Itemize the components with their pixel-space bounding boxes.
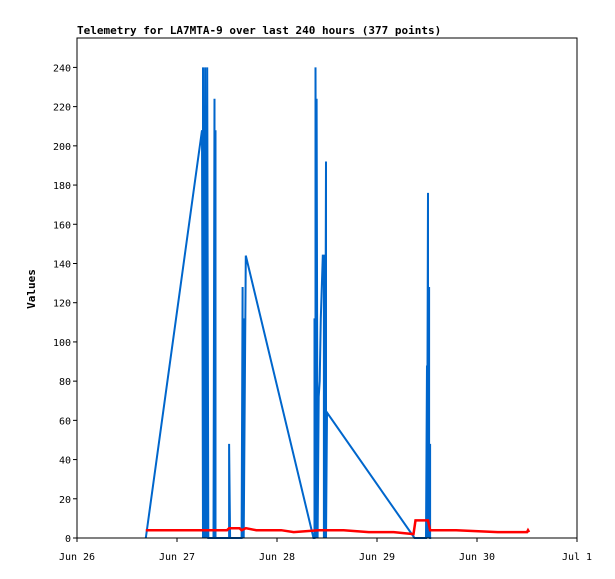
y-axis: 0 20 40 60 80 100 120 140 160 180 200 220 240 <box>53 63 77 545</box>
x-tick-label: Jun 26 <box>59 552 95 563</box>
x-tick-label: Jun 28 <box>259 552 295 563</box>
y-axis-label: Values <box>25 269 38 309</box>
y-tick-label: 60 <box>59 416 71 427</box>
y-tick-label: 240 <box>53 63 71 74</box>
chart-title: Telemetry for LA7MTA-9 over last 240 hou… <box>77 24 441 37</box>
plot-frame <box>76 37 578 539</box>
y-tick-label: 220 <box>53 103 71 114</box>
y-tick-label: 200 <box>53 142 71 153</box>
y-tick-label: 160 <box>53 220 71 231</box>
y-tick-label: 140 <box>53 259 71 270</box>
x-tick-label: Jun 29 <box>359 552 395 563</box>
x-tick-label: Jun 27 <box>159 552 195 563</box>
y-tick-label: 100 <box>53 338 71 349</box>
x-axis: Jun 26 Jun 27 Jun 28 Jun 29 Jun 30 Jul 1 <box>59 538 592 563</box>
y-tick-label: 20 <box>59 495 71 506</box>
y-tick-label: 0 <box>65 534 71 545</box>
y-tick-label: 180 <box>53 181 71 192</box>
y-tick-label: 40 <box>59 456 71 467</box>
x-tick-label: Jul 1 <box>562 552 592 563</box>
y-tick-label: 80 <box>59 377 71 388</box>
series-line-1 <box>145 519 531 536</box>
x-tick-label: Jun 30 <box>459 552 495 563</box>
y-tick-label: 120 <box>53 299 71 310</box>
